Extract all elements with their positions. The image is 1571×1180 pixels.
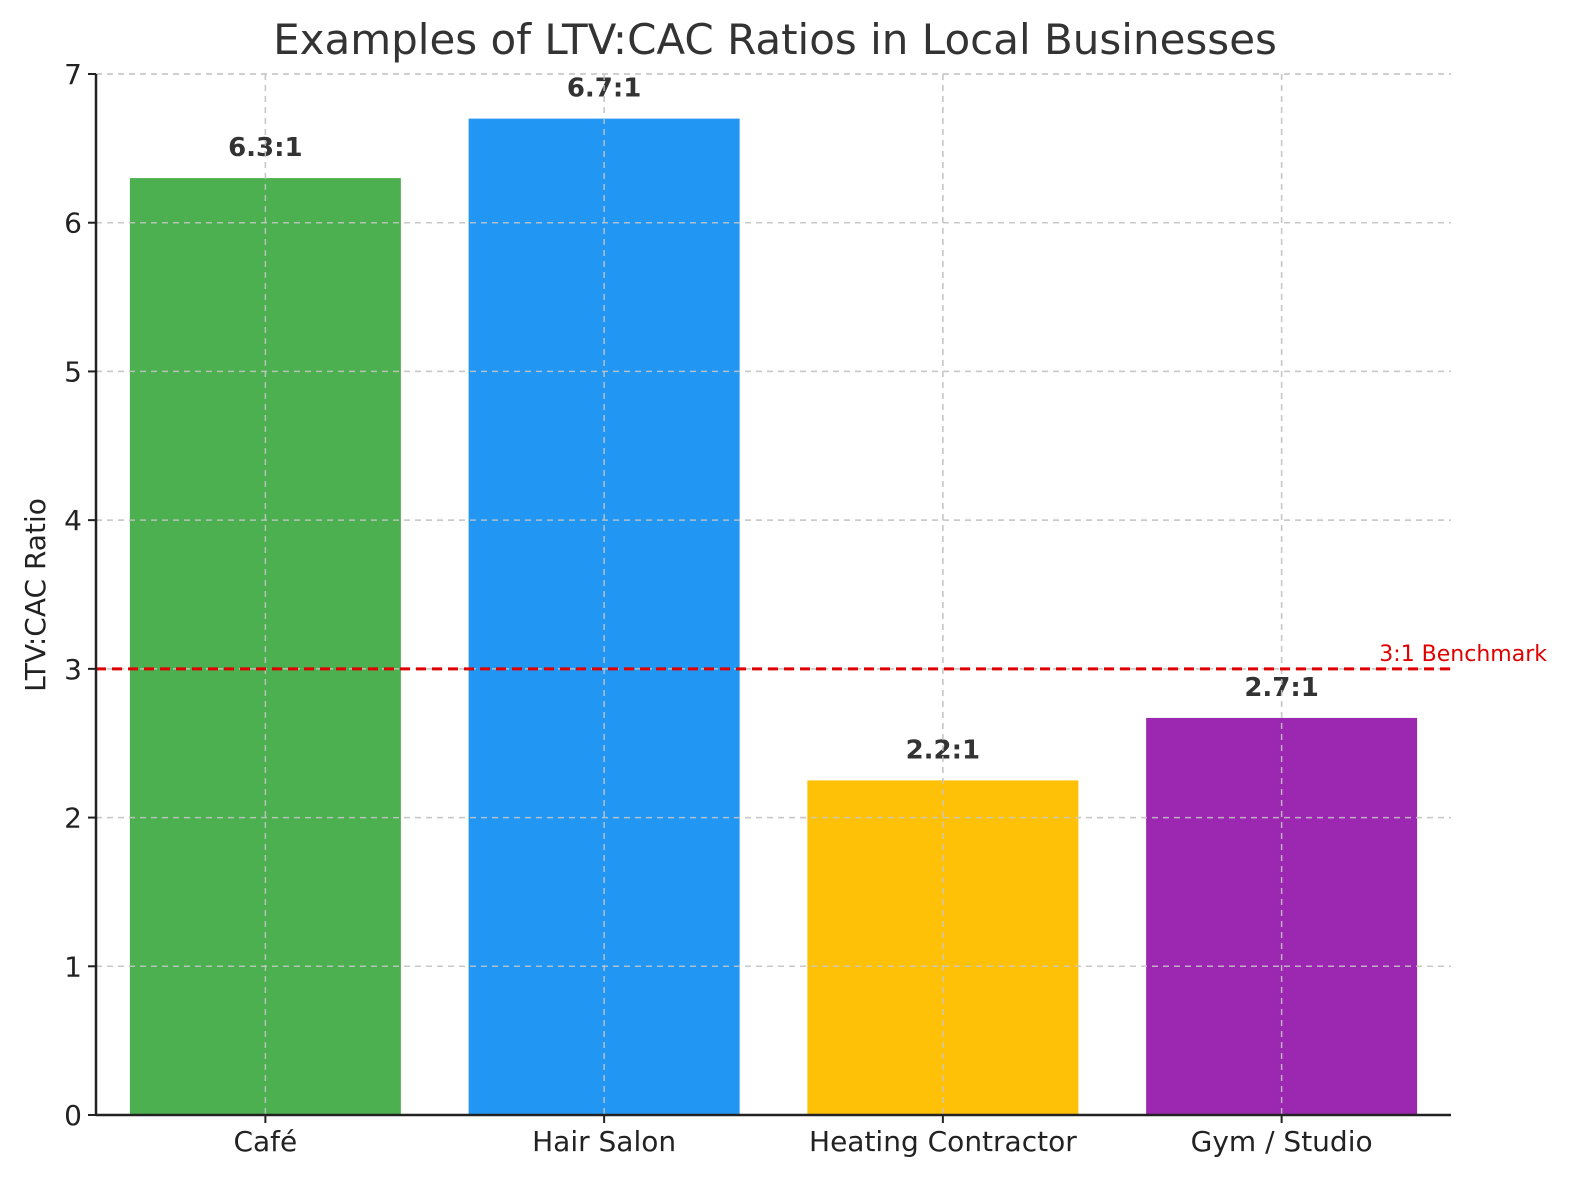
- data-label-3: 2.7:1: [1244, 673, 1319, 703]
- y-axis-label: LTV:CAC Ratio: [19, 498, 52, 692]
- tick-labels: 0 1 2 3 4 5 6 7 Café Hair Salon Heating Contractor…: [64, 58, 1372, 1158]
- y-tick-label: 1: [64, 950, 82, 983]
- grid-overlay: [96, 73, 1451, 1115]
- y-tick-label: 0: [64, 1099, 82, 1132]
- benchmark-label: 3:1 Benchmark: [1379, 642, 1547, 667]
- benchmark-line-group: 3:1 Benchmark: [96, 642, 1547, 671]
- y-tick-label: 6: [64, 207, 82, 240]
- data-label-0: 6.3:1: [228, 133, 303, 163]
- x-tick-label: Gym / Studio: [1191, 1125, 1373, 1158]
- chart-title: Examples of LTV:CAC Ratios in Local Busi…: [273, 15, 1277, 64]
- y-tick-label: 5: [64, 355, 82, 388]
- y-tick-label: 4: [64, 504, 82, 537]
- x-tick-label: Café: [233, 1125, 297, 1158]
- y-tick-label: 7: [64, 58, 82, 91]
- bars: 6.3:16.7:12.2:12.7:1: [96, 73, 1451, 1116]
- y-tick-label: 3: [64, 653, 82, 686]
- y-tick-label: 2: [64, 802, 82, 835]
- x-tick-label: Heating Contractor: [809, 1125, 1077, 1158]
- x-tick-label: Hair Salon: [532, 1125, 676, 1158]
- axes: [88, 73, 1451, 1123]
- bar-3: [1146, 717, 1418, 1115]
